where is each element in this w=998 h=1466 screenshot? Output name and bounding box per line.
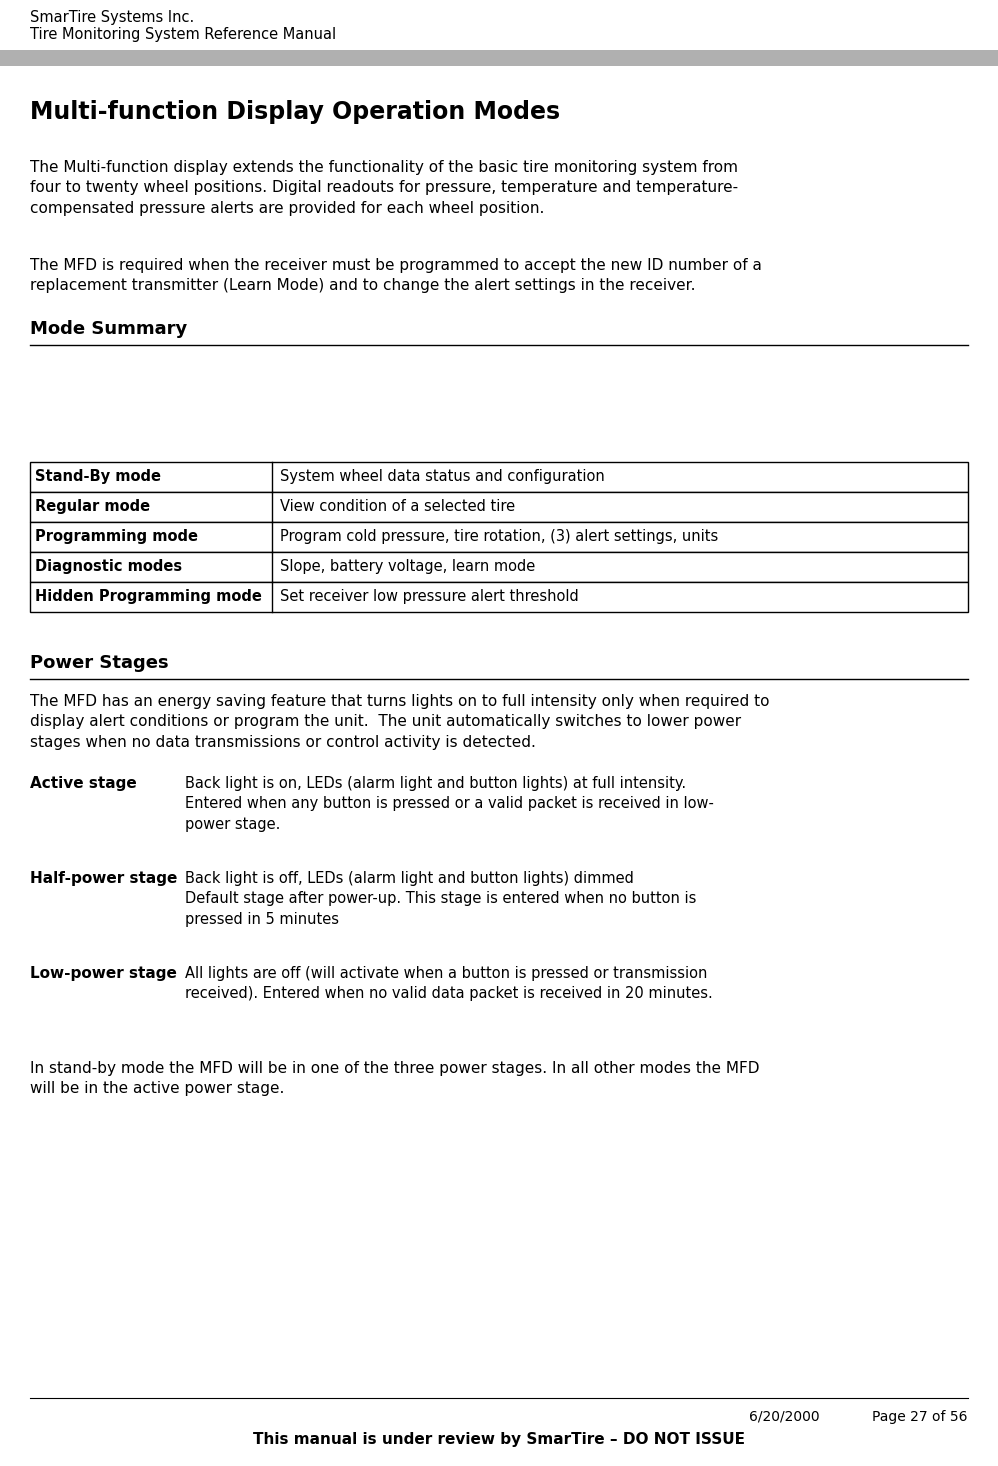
Text: SmarTire Systems Inc.: SmarTire Systems Inc. [30, 10, 195, 25]
Text: Mode Summary: Mode Summary [30, 320, 188, 339]
Text: The Multi-function display extends the functionality of the basic tire monitorin: The Multi-function display extends the f… [30, 160, 739, 216]
Text: Hidden Programming mode: Hidden Programming mode [35, 589, 261, 604]
Text: In stand-by mode the MFD will be in one of the three power stages. In all other : In stand-by mode the MFD will be in one … [30, 1061, 759, 1097]
Text: The MFD has an energy saving feature that turns lights on to full intensity only: The MFD has an energy saving feature tha… [30, 693, 769, 749]
Bar [30, 522, 968, 553]
Text: Tire Monitoring System Reference Manual: Tire Monitoring System Reference Manual [30, 26, 336, 43]
Text: Active stage: Active stage [30, 776, 137, 792]
Text: Back light is on, LEDs (alarm light and button lights) at full intensity.
Entere: Back light is on, LEDs (alarm light and … [185, 776, 714, 831]
Bar [30, 582, 968, 611]
Text: Regular mode: Regular mode [35, 498, 150, 515]
Bar [0, 50, 998, 66]
Text: Set receiver low pressure alert threshold: Set receiver low pressure alert threshol… [280, 589, 579, 604]
Text: Program cold pressure, tire rotation, (3) alert settings, units: Program cold pressure, tire rotation, (3… [280, 529, 719, 544]
Bar [30, 553, 968, 582]
Text: View condition of a selected tire: View condition of a selected tire [280, 498, 515, 515]
Text: Programming mode: Programming mode [35, 529, 198, 544]
Text: Slope, battery voltage, learn mode: Slope, battery voltage, learn mode [280, 559, 535, 575]
Text: All lights are off (will activate when a button is pressed or transmission
recei: All lights are off (will activate when a… [185, 966, 713, 1001]
Text: This manual is under review by SmarTire – DO NOT ISSUE: This manual is under review by SmarTire … [253, 1432, 745, 1447]
Text: The MFD is required when the receiver must be programmed to accept the new ID nu: The MFD is required when the receiver mu… [30, 258, 761, 293]
Text: 6/20/2000: 6/20/2000 [749, 1410, 820, 1423]
Text: Power Stages: Power Stages [30, 654, 169, 671]
Text: Half-power stage: Half-power stage [30, 871, 178, 885]
Bar [30, 493, 968, 522]
Text: Page 27 of 56: Page 27 of 56 [872, 1410, 968, 1423]
Text: Diagnostic modes: Diagnostic modes [35, 559, 182, 575]
Text: Low-power stage: Low-power stage [30, 966, 177, 981]
Bar [30, 462, 968, 493]
Text: Back light is off, LEDs (alarm light and button lights) dimmed
Default stage aft: Back light is off, LEDs (alarm light and… [185, 871, 697, 927]
Text: Stand-By mode: Stand-By mode [35, 469, 161, 484]
Text: Multi-function Display Operation Modes: Multi-function Display Operation Modes [30, 100, 560, 125]
Text: System wheel data status and configuration: System wheel data status and configurati… [280, 469, 605, 484]
